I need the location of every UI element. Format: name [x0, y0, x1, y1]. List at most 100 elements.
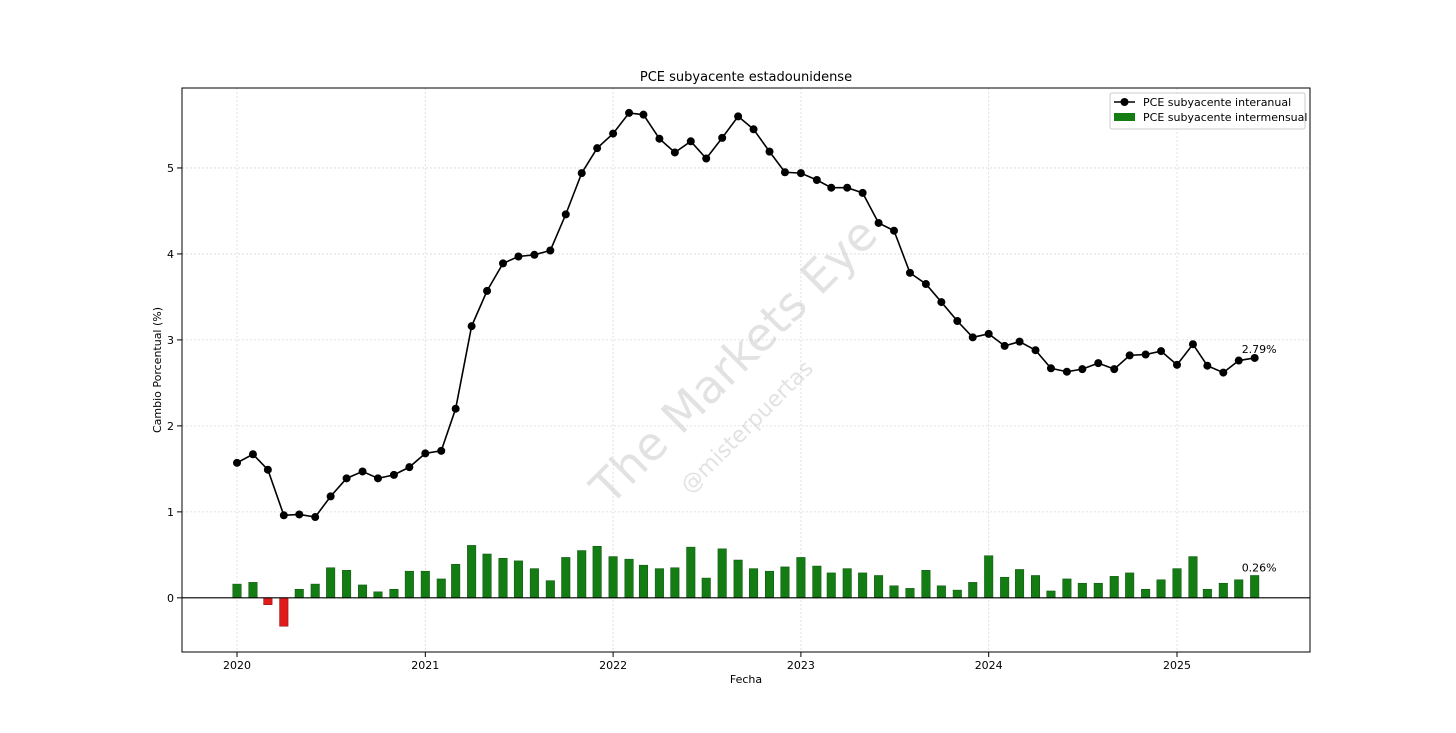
line-point: [1203, 361, 1212, 370]
line-point: [796, 169, 805, 178]
x-tick-label: 2020: [223, 659, 251, 672]
bar: [310, 583, 320, 599]
bar-series: [232, 545, 1260, 627]
bar: [1000, 576, 1010, 599]
bar: [1046, 590, 1056, 599]
y-axis: 0 1 2 3 4 5: [167, 162, 182, 605]
line-point: [1141, 350, 1150, 359]
line-point: [670, 148, 679, 157]
line-point: [561, 210, 570, 219]
bar: [670, 567, 680, 599]
line-point: [812, 175, 821, 184]
line-point: [577, 169, 586, 178]
line-point: [984, 329, 993, 338]
line-point: [546, 246, 555, 255]
legend-entry-mom: PCE subyacente intermensual: [1143, 111, 1307, 124]
line-point: [279, 511, 288, 520]
bar: [1077, 582, 1087, 599]
line-point: [498, 259, 507, 268]
line-point: [358, 467, 367, 476]
x-axis-label: Fecha: [730, 673, 762, 686]
bar: [842, 568, 852, 599]
line-point: [1188, 340, 1197, 349]
x-tick-label: 2023: [787, 659, 815, 672]
line-point: [342, 474, 351, 483]
bar: [342, 570, 352, 599]
bar: [513, 560, 523, 599]
line-point: [734, 112, 743, 121]
bar: [279, 597, 289, 627]
bar: [389, 588, 399, 599]
bar: [936, 585, 946, 599]
bar: [404, 570, 414, 599]
line-point: [295, 510, 304, 519]
y-tick-label: 1: [167, 506, 174, 519]
legend-marker-icon: [1120, 98, 1129, 106]
line-point: [702, 154, 711, 163]
bar: [467, 545, 477, 599]
line-point: [1157, 347, 1166, 356]
line-point: [233, 458, 241, 467]
line-point: [858, 188, 867, 197]
line-point: [874, 218, 883, 227]
line-point: [326, 492, 335, 501]
y-tick-label: 5: [167, 162, 174, 175]
bar: [608, 556, 618, 599]
bar: [263, 597, 273, 605]
bar: [624, 558, 634, 599]
bar: [577, 550, 587, 599]
line-point: [405, 463, 414, 472]
bar: [905, 588, 915, 599]
bar: [889, 585, 899, 599]
line-point: [514, 252, 523, 261]
bar: [1250, 575, 1260, 599]
bar: [1093, 582, 1103, 599]
bar: [921, 570, 931, 599]
bar: [1172, 568, 1182, 599]
x-tick-label: 2024: [975, 659, 1003, 672]
bar: [498, 558, 508, 599]
line-point: [1000, 341, 1009, 350]
plot-frame: [181, 87, 1311, 653]
bar: [765, 570, 775, 599]
line-point: [1078, 365, 1087, 374]
line-series: [233, 108, 1259, 522]
line-point: [1015, 337, 1024, 346]
bar: [1109, 576, 1119, 599]
bar: [780, 566, 790, 599]
legend-entry-yoy: PCE subyacente interanual: [1143, 96, 1291, 109]
line-point: [1250, 353, 1259, 362]
x-tick-label: 2025: [1163, 659, 1191, 672]
y-axis-label: Cambio Porcentual (%): [151, 307, 164, 433]
line-point: [248, 450, 257, 459]
bar: [326, 567, 336, 599]
line-point: [625, 108, 634, 117]
y-tick-label: 2: [167, 420, 174, 433]
bar: [984, 555, 994, 599]
bar: [826, 572, 836, 599]
line-point: [530, 250, 539, 259]
line-point: [373, 474, 382, 483]
bar: [1015, 569, 1025, 599]
legend-bar-icon: [1114, 113, 1135, 121]
line-point: [437, 446, 446, 455]
bar: [796, 557, 806, 599]
bar: [701, 577, 711, 599]
line-point: [421, 449, 430, 458]
bar: [1188, 556, 1198, 599]
legend: PCE subyacente interanual PCE subyacente…: [1109, 92, 1307, 130]
bar: [1141, 588, 1151, 599]
line-point: [843, 183, 852, 192]
line-point: [1173, 360, 1181, 369]
bar: [545, 580, 555, 599]
bar: [749, 568, 759, 599]
line-point: [1031, 346, 1040, 355]
bar: [482, 553, 492, 599]
bar: [451, 564, 461, 599]
line-point: [639, 110, 648, 119]
bar: [248, 582, 258, 599]
bar: [812, 565, 822, 599]
line-point: [655, 134, 664, 143]
line-point: [483, 286, 492, 295]
